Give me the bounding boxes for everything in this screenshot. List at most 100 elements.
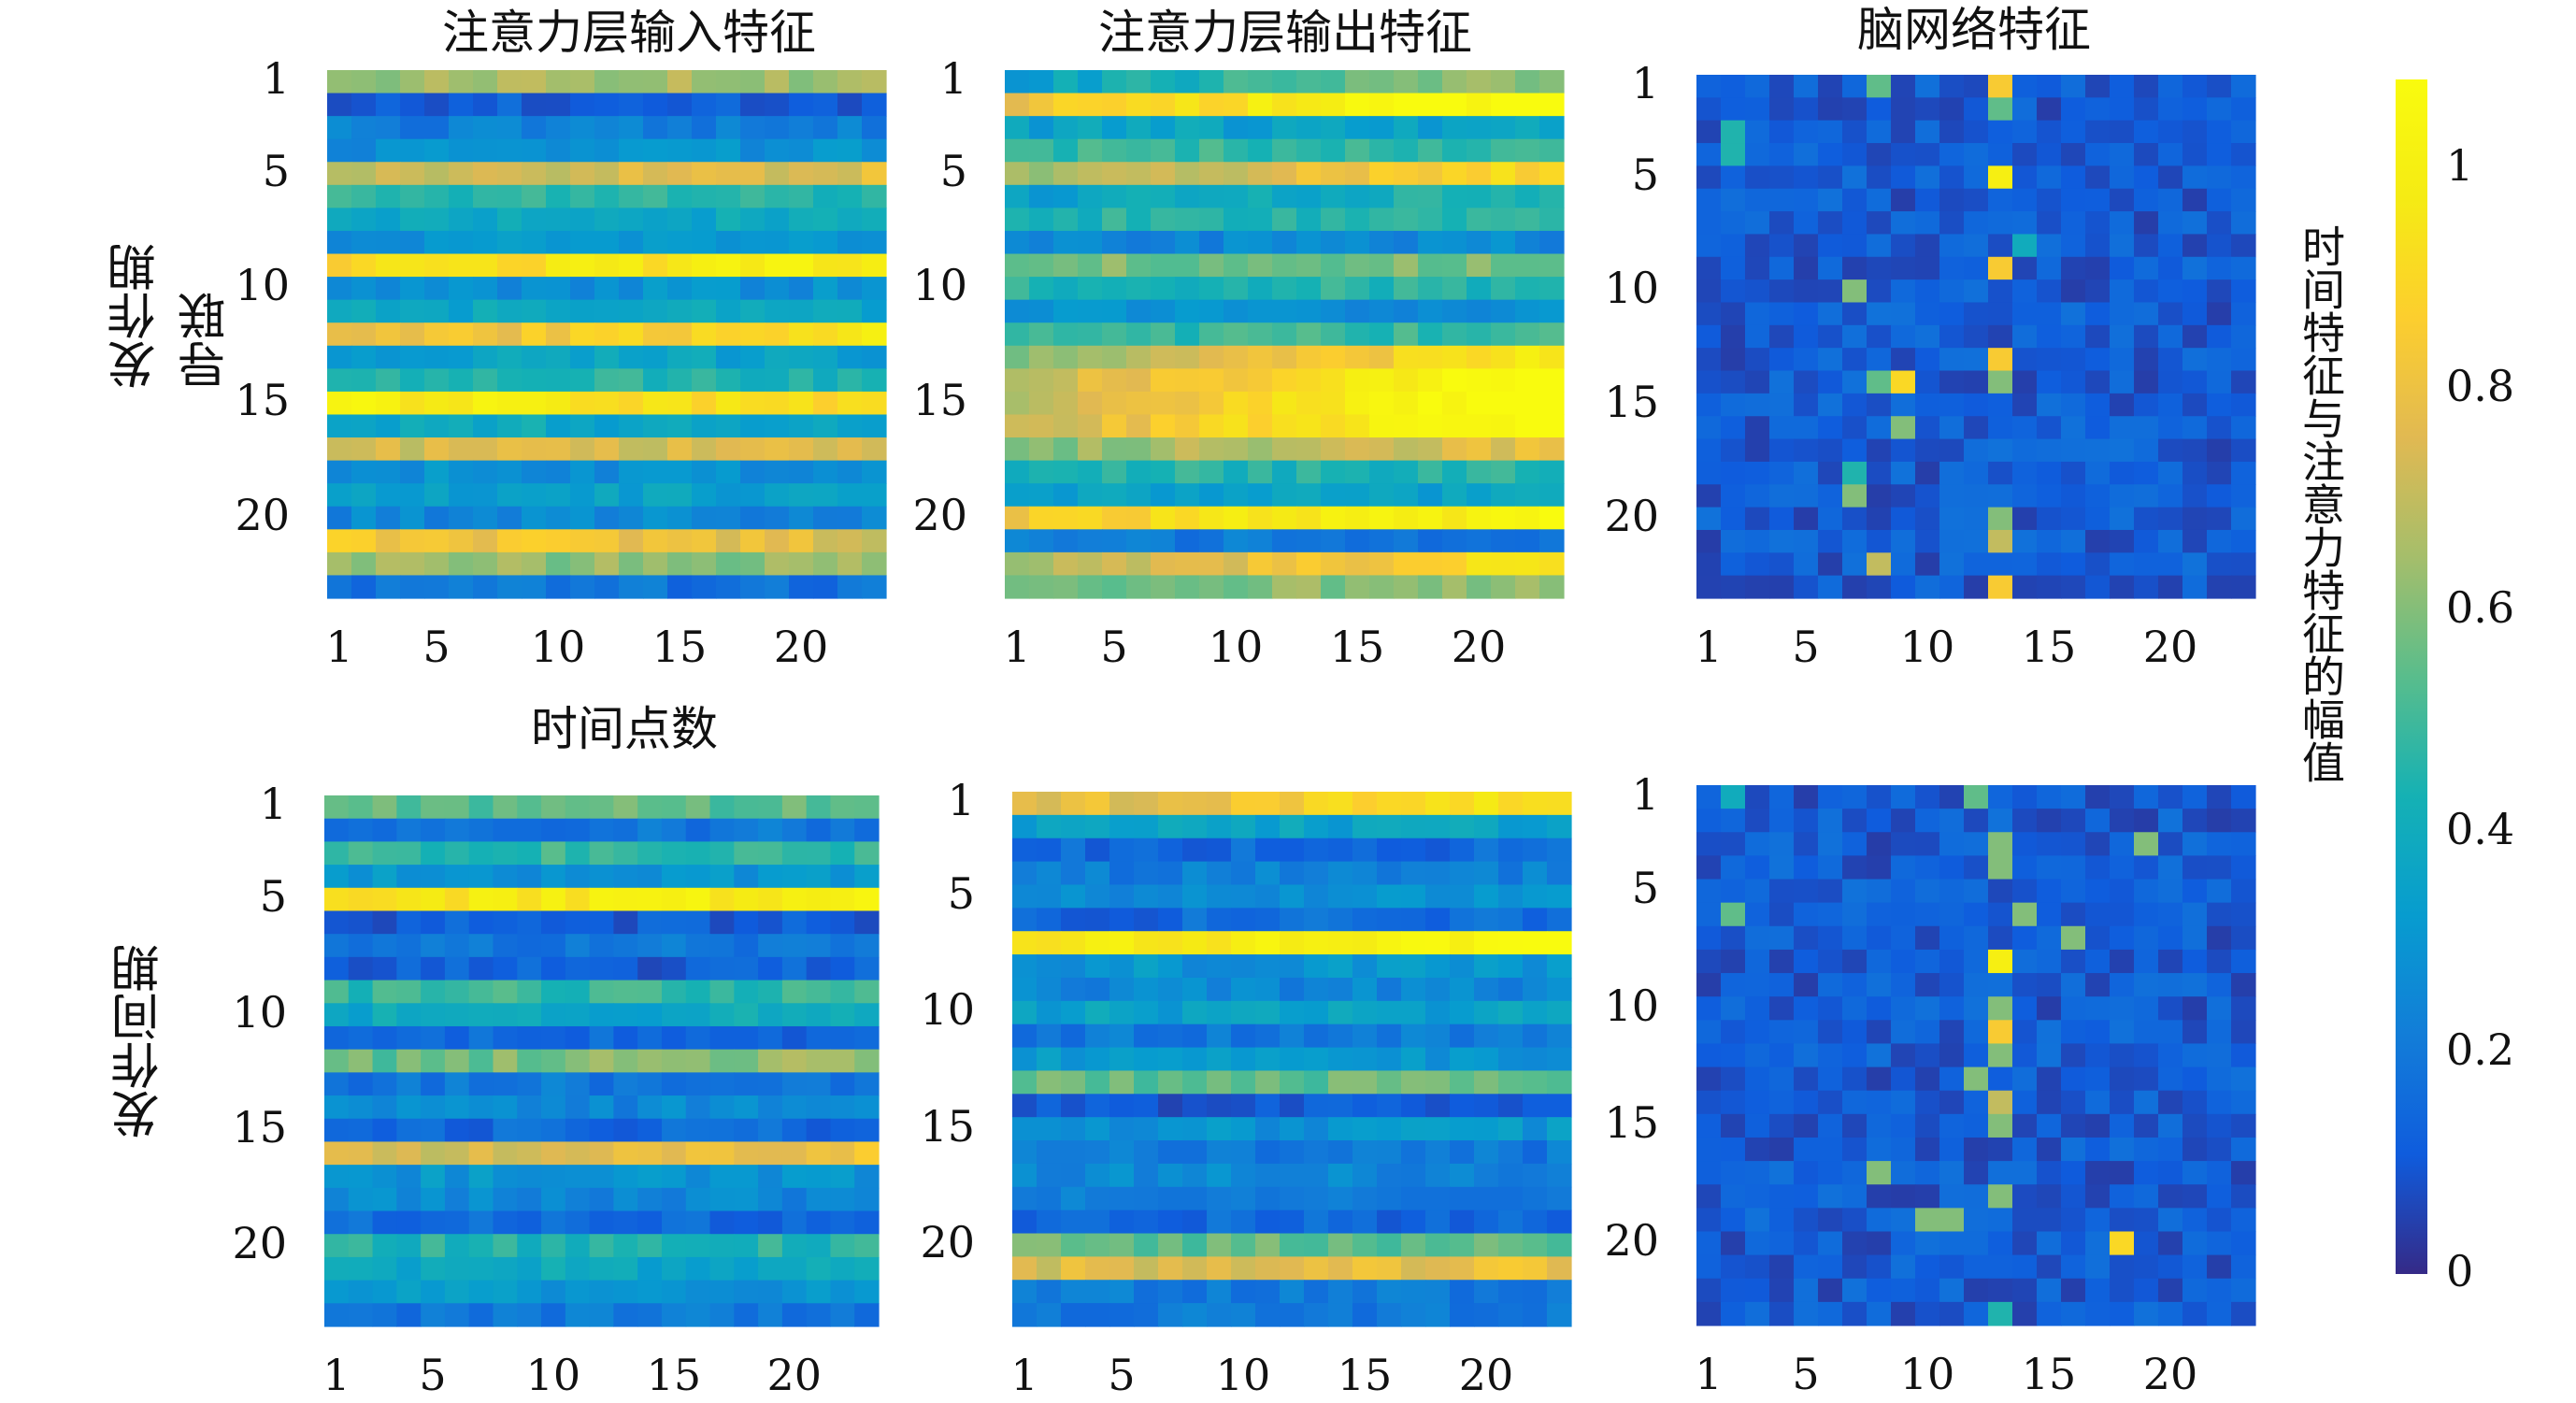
- heatmap-cell: [1224, 483, 1249, 508]
- heatmap-cell: [781, 1210, 808, 1235]
- heatmap-cell: [1377, 1256, 1402, 1281]
- heatmap-cell: [1029, 529, 1054, 553]
- heatmap-cell: [1280, 1256, 1305, 1281]
- heatmap-cell: [1891, 234, 1916, 258]
- heatmap-cell: [1231, 931, 1256, 955]
- heatmap-cell: [1867, 75, 1892, 98]
- heatmap-cell: [1915, 973, 1940, 997]
- heatmap-cell: [497, 208, 522, 232]
- heatmap-cell: [740, 345, 766, 369]
- heatmap-cell: [1134, 792, 1159, 816]
- heatmap-cell: [1818, 143, 1843, 166]
- heatmap-cell: [1328, 908, 1353, 932]
- heatmap-cell: [765, 230, 790, 255]
- heatmap-cell: [1491, 391, 1516, 416]
- heatmap-cell: [1491, 575, 1516, 599]
- heatmap-cell: [643, 322, 668, 347]
- heatmap-cell: [2207, 1231, 2232, 1256]
- heatmap-cell: [740, 368, 766, 393]
- heatmap-cell: [781, 1118, 808, 1143]
- heatmap-cell: [1964, 1137, 1989, 1162]
- heatmap-cell: [546, 253, 571, 278]
- heatmap-cell: [565, 980, 591, 1004]
- heatmap-cell: [351, 70, 377, 94]
- heatmap-cell: [709, 1187, 735, 1212]
- heatmap-cell: [1280, 1047, 1305, 1072]
- heatmap-cell: [1224, 299, 1249, 323]
- heatmap-cell: [2012, 529, 2038, 553]
- heatmap-cell: [2158, 902, 2183, 927]
- heatmap-cell: [1102, 230, 1127, 255]
- heatmap-cell: [1891, 575, 1916, 599]
- heatmap-cell: [570, 70, 595, 94]
- heatmap-cell: [1053, 162, 1079, 186]
- heatmap-cell: [372, 910, 397, 935]
- heatmap-cell: [709, 1072, 735, 1096]
- heatmap-cell: [2134, 925, 2159, 951]
- heatmap-cell: [2061, 234, 2086, 258]
- heatmap-cell: [1134, 884, 1159, 909]
- heatmap-cell: [2207, 925, 2232, 951]
- heatmap-cell: [1272, 460, 1297, 484]
- heatmap-cell: [2134, 324, 2159, 349]
- heatmap-cell: [2158, 1113, 2183, 1138]
- heatmap-cell: [1842, 1137, 1868, 1162]
- heatmap-cell: [619, 116, 644, 140]
- heatmap-cell: [1474, 1140, 1499, 1165]
- heatmap-cell: [1939, 75, 1965, 98]
- heatmap-cell: [1182, 1000, 1208, 1025]
- heatmap-cell: [2158, 1254, 2183, 1280]
- heatmap-cell: [734, 1303, 759, 1327]
- heatmap-cell: [1515, 162, 1540, 186]
- heatmap-cell: [837, 437, 863, 462]
- heatmap-cell: [2037, 996, 2062, 1021]
- heatmap-cell: [1280, 1303, 1305, 1327]
- heatmap-cell: [2012, 188, 2038, 212]
- heatmap-cell: [1915, 1020, 1940, 1045]
- heatmap-cell: [1988, 529, 2013, 553]
- heatmap-cell: [421, 1303, 446, 1327]
- heatmap-cell: [806, 818, 832, 842]
- heatmap-cell: [1794, 1161, 1819, 1185]
- heatmap-cell: [2231, 949, 2256, 974]
- heatmap-cell: [716, 299, 741, 323]
- heatmap-cell: [421, 818, 446, 842]
- heatmap-cell: [1078, 162, 1103, 186]
- heatmap-cell: [1394, 116, 1419, 140]
- heatmap-cell: [1199, 162, 1224, 186]
- heatmap-cell: [565, 1256, 591, 1281]
- heatmap-cell: [1304, 977, 1329, 1002]
- heatmap-cell: [1745, 809, 1770, 833]
- heatmap-cell: [1182, 1186, 1208, 1211]
- heatmap-cell: [1891, 324, 1916, 349]
- heatmap-cell: [2207, 1184, 2232, 1209]
- heatmap-cell: [1769, 925, 1795, 951]
- heatmap-cell: [1304, 1256, 1329, 1281]
- heatmap-cell: [546, 391, 571, 416]
- heatmap-cell: [1721, 97, 1746, 122]
- heatmap-cell: [2012, 1137, 2038, 1162]
- heatmap-cell: [400, 414, 425, 438]
- heatmap-cell: [2207, 461, 2232, 485]
- heatmap-cell: [2182, 1067, 2208, 1092]
- x-tick-label: 20: [1458, 1350, 1514, 1400]
- heatmap-cell: [1915, 1208, 1940, 1233]
- heatmap-cell: [1078, 460, 1103, 484]
- heatmap-cell: [1328, 884, 1353, 909]
- heatmap-cell: [1467, 391, 1492, 416]
- heatmap-cell: [1102, 414, 1127, 438]
- heatmap-cell: [1280, 954, 1305, 979]
- heatmap-cell: [619, 368, 644, 393]
- heatmap-cell: [589, 818, 614, 842]
- heatmap-cell: [1199, 368, 1224, 393]
- heatmap-cell: [1547, 1070, 1572, 1095]
- heatmap-cell: [1769, 785, 1795, 809]
- heatmap-cell: [1988, 279, 2013, 304]
- heatmap-cell: [613, 865, 638, 889]
- heatmap-cell: [1272, 230, 1297, 255]
- heatmap-cell: [1394, 138, 1419, 163]
- heatmap-cell: [2085, 529, 2111, 553]
- heatmap-cell: [1037, 931, 1062, 955]
- heatmap-cell: [1005, 529, 1030, 553]
- heatmap-cell: [1745, 507, 1770, 531]
